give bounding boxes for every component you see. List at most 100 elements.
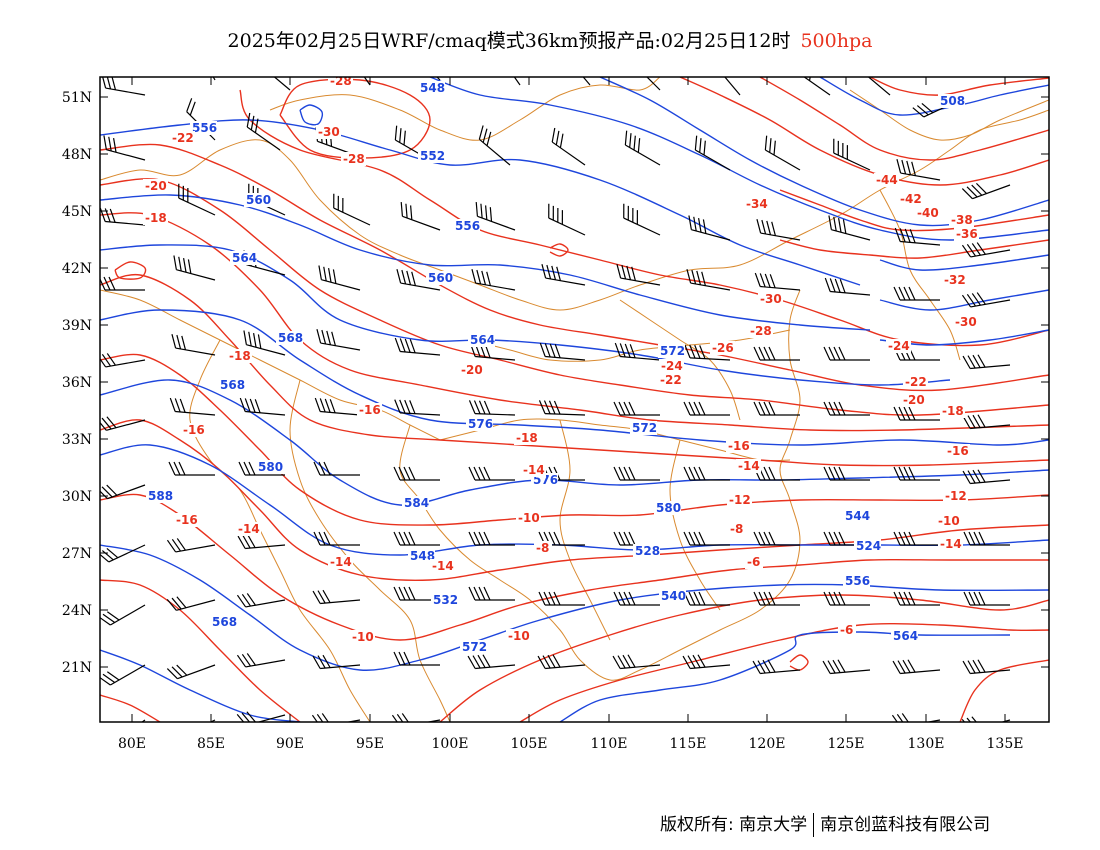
barb-feather: [195, 38, 209, 50]
barb-staff: [108, 544, 146, 563]
barb-feather: [172, 723, 183, 737]
barb-feather: [698, 591, 706, 606]
barb-feather: [971, 716, 982, 722]
height-label: 580: [656, 501, 681, 515]
label-bg: [350, 630, 375, 644]
barb-staff: [106, 419, 146, 431]
barb-feather: [976, 292, 986, 305]
wind-barb: [400, 202, 441, 231]
barb-feather: [467, 655, 476, 669]
barb-feather: [901, 713, 911, 722]
barb-feather: [174, 398, 181, 413]
barb-feather: [567, 49, 581, 62]
barb-feather: [344, 40, 358, 52]
barb-feather: [239, 397, 246, 412]
height-label: 564: [470, 333, 495, 347]
barb-feather: [544, 343, 551, 358]
label-bg: [227, 349, 252, 363]
wind-barb: [411, 77, 441, 81]
barb-feather: [494, 40, 508, 52]
barb-feather: [909, 229, 916, 244]
barb-feather: [629, 344, 636, 359]
temperature-label: -22: [172, 131, 194, 145]
barb-feather: [312, 590, 321, 604]
wind-barb: [616, 264, 661, 286]
label-bg: [143, 211, 168, 225]
barb-feather: [316, 713, 327, 722]
barb-staff: [623, 217, 661, 236]
barb-feather: [618, 401, 626, 416]
temperature-label: -18: [229, 349, 251, 363]
wind-barb: [824, 277, 871, 296]
barb-feather: [241, 712, 252, 722]
barb-feather: [838, 591, 846, 606]
barb-staff: [400, 350, 441, 356]
barb-staff: [245, 544, 286, 550]
barb-feather: [842, 143, 844, 158]
barb-feather: [613, 591, 621, 606]
lon-tick-label: 115E: [670, 736, 707, 752]
barb-feather: [903, 286, 911, 301]
wind-barb: [239, 397, 286, 416]
barb-feather: [548, 400, 556, 415]
barb-feather: [237, 535, 246, 549]
wind-barb: [312, 654, 361, 670]
barb-feather: [699, 345, 706, 359]
wind-barb: [893, 466, 940, 481]
barb-feather: [478, 466, 486, 481]
barb-staff: [400, 719, 441, 722]
barb-staff: [175, 347, 216, 356]
barb-feather: [483, 586, 491, 601]
temperature-isoline: [759, 77, 1049, 161]
barb-feather: [552, 654, 561, 668]
temperature-label: -20: [903, 393, 925, 407]
wind-barb: [613, 591, 660, 606]
barb-feather: [396, 713, 407, 722]
barb-feather: [613, 531, 621, 546]
wind-barb: [962, 354, 1011, 370]
wind-barb: [166, 538, 216, 553]
barb-feather: [833, 401, 841, 416]
temperature-isoline: [114, 261, 147, 280]
barb-staff: [900, 719, 941, 722]
wind-barb: [683, 591, 730, 606]
barb-feather: [898, 531, 906, 546]
barb-feather: [714, 55, 728, 68]
lon-tick-label: 100E: [432, 736, 469, 752]
wind-barb: [393, 531, 440, 546]
barb-feather: [482, 128, 488, 143]
label-bg: [854, 539, 881, 553]
barb-staff: [400, 282, 441, 291]
temperature-label: -28: [330, 74, 352, 88]
temperature-label: -22: [660, 373, 682, 387]
barb-feather: [898, 466, 906, 481]
temperature-label: -18: [942, 404, 964, 418]
wind-barb: [166, 596, 216, 611]
height-isoline: [100, 379, 1049, 506]
label-bg: [357, 403, 382, 417]
barb-feather: [698, 401, 706, 416]
barb-feather: [977, 414, 986, 428]
label-bg: [630, 421, 657, 435]
wind-barb: [494, 40, 521, 86]
temperature-isoline: [100, 579, 301, 722]
barb-feather: [631, 266, 636, 281]
barb-feather: [314, 397, 321, 412]
label-bg: [748, 324, 773, 338]
barb-feather: [166, 598, 177, 611]
barb-feather: [971, 243, 981, 256]
barb-feather: [759, 273, 766, 288]
barb-feather: [717, 59, 731, 72]
wind-barb: [796, 77, 831, 96]
label-bg: [431, 593, 458, 607]
lon-tick-label: 130E: [908, 736, 945, 752]
barb-feather: [104, 729, 116, 743]
wind-barb: [614, 342, 661, 361]
wind-barb: [394, 399, 441, 416]
barb-feather: [896, 713, 907, 722]
barb-feather: [541, 264, 547, 279]
barb-feather: [694, 344, 701, 359]
province-boundary: [669, 439, 721, 611]
barb-staff: [320, 342, 361, 351]
barb-feather: [100, 354, 107, 368]
